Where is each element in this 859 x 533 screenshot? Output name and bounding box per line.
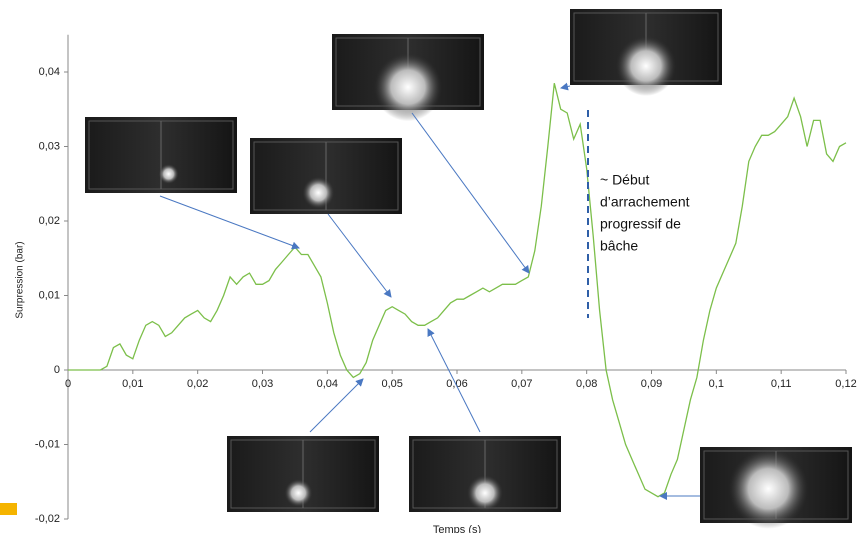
x-tick-label: 0,03	[252, 378, 273, 390]
thumbnail-glow	[158, 164, 179, 184]
y-tick-label: 0,01	[39, 289, 60, 301]
thumbnail-glow	[284, 479, 313, 507]
thumbnail-glow	[374, 53, 442, 122]
thumbnail	[85, 117, 237, 193]
data-line	[68, 83, 847, 498]
thumbnail-glow	[467, 475, 503, 511]
axes: -0,02 -0,01 0 0,01 0,02 0,03 0,04 0 0,01 0,02 0,03…	[15, 34, 857, 533]
x-tick-label: 0,1	[709, 378, 724, 390]
y-tick-label: -0,02	[35, 513, 60, 525]
y-tick-label: 0,03	[39, 140, 60, 152]
x-tick-label: 0,12	[835, 378, 856, 390]
x-axis-label: Temps (s)	[433, 524, 481, 533]
x-tick-label: 0,02	[187, 378, 208, 390]
thumbnail	[250, 138, 402, 214]
y-tick-label: 0	[54, 364, 60, 376]
x-tick-label: 0,08	[576, 378, 597, 390]
arrow	[159, 195, 300, 250]
arrow	[309, 378, 364, 433]
y-tick-label: 0,02	[39, 215, 60, 227]
x-tick-label: 0,07	[511, 378, 532, 390]
x-tick-label: 0,11	[771, 378, 792, 390]
arrow	[427, 328, 481, 433]
annotation: ~ Début	[600, 172, 650, 188]
thumbnail-glow	[616, 36, 676, 96]
arrow	[411, 112, 530, 274]
thumbnail	[700, 447, 852, 529]
x-tick-label: 0,01	[122, 378, 143, 390]
y-tick-label: 0,04	[39, 66, 60, 78]
x-tick-label: 0,04	[317, 378, 338, 390]
thumbnail	[227, 436, 379, 512]
x-tick-label: 0,05	[381, 378, 402, 390]
thumbnail-glow	[302, 176, 335, 209]
arrow	[560, 82, 571, 91]
thumbnails	[85, 9, 852, 529]
thumbnail	[409, 436, 561, 512]
thumbnail	[332, 34, 484, 122]
arrows	[159, 82, 700, 500]
thumbnail	[570, 9, 722, 96]
annotation: progressif de	[600, 216, 681, 232]
x-tick-label: 0	[65, 378, 71, 390]
x-tick-label: 0,06	[446, 378, 467, 390]
arrow	[327, 213, 392, 298]
x-tick-label: 0,09	[641, 378, 662, 390]
y-tick-label: -0,01	[35, 438, 60, 450]
annotation: bâche	[600, 238, 638, 254]
thumbnail-glow	[728, 448, 809, 529]
annotation: d’arrachement	[600, 194, 690, 210]
y-axis-label: Surpression (bar)	[15, 241, 26, 318]
tab-mark	[0, 503, 17, 515]
